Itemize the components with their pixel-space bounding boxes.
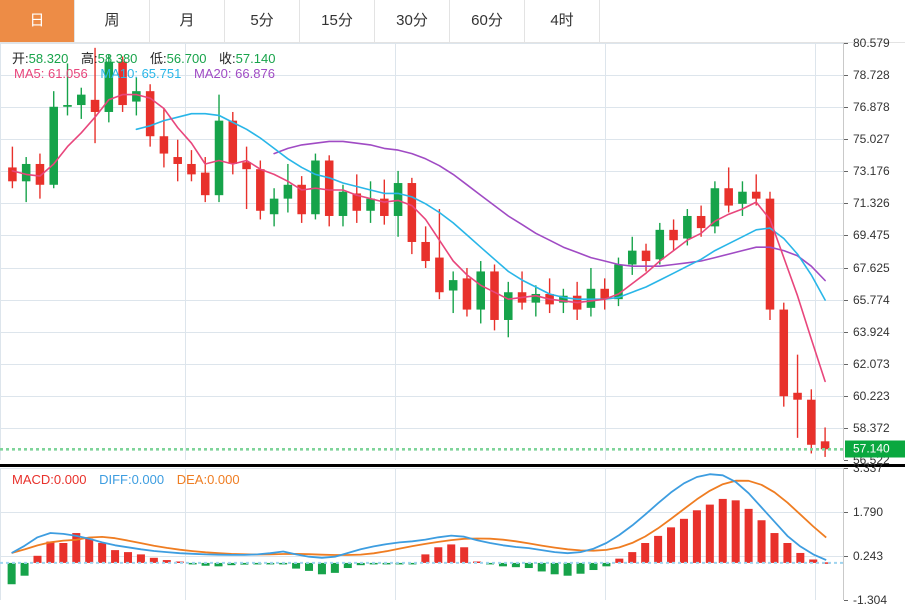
price-axis-tick [844,427,848,429]
price-axis-tick [844,331,848,333]
open-value: 58.320 [28,51,69,66]
price-axis: 80.579 78.728 76.878 75.027 73.176 71.326 69.4… [843,36,905,467]
close-value: 57.140 [235,51,276,66]
price-axis-tick [844,363,848,365]
macd-axis-label: 1.790 [853,505,884,519]
tab-15min[interactable]: 15分 [300,0,375,42]
price-axis-tick [844,43,848,44]
price-axis-tick [844,395,848,397]
diff-value: 0.000 [131,472,165,487]
macd-axis-tick [844,512,848,513]
price-axis-tick [844,139,848,141]
price-axis-tick [844,203,848,205]
price-axis-label: 69.475 [853,228,890,243]
price-axis-tick [844,267,848,269]
panel-separator [0,464,905,467]
price-axis-label: 73.176 [853,164,890,179]
macd-chart-canvas [0,468,843,600]
price-axis-label: 80.579 [853,36,890,50]
tab-month[interactable]: 月 [150,0,225,42]
macd-axis-label: -1.304 [853,593,888,607]
low-label: 低: [150,51,167,66]
macd-readout: MACD:0.000 DIFF:0.000 DEA:0.000 [12,472,240,487]
price-axis-tick [844,235,848,237]
high-label: 高: [81,51,98,66]
price-axis-label: 78.728 [853,68,890,83]
price-axis-tick [844,171,848,173]
price-axis-label: 65.774 [853,292,890,307]
dea-value: 0.000 [207,472,240,487]
open-label: 开: [12,51,29,66]
macd-axis-tick [844,556,848,557]
price-axis-tick [844,460,848,461]
ma20-label: MA20: [193,66,232,81]
price-axis-tick [844,299,848,301]
tab-5min[interactable]: 5分 [225,0,300,42]
macd-chart[interactable] [0,468,843,600]
price-axis-label: 75.027 [853,132,890,147]
macd-axis-tick [844,600,848,601]
dea-label: DEA: [176,472,208,487]
price-axis-label: 58.372 [853,420,890,435]
current-price-badge: 57.140 [845,440,905,458]
ma10-value: 65.751 [141,66,182,81]
macd-axis-tick [844,468,848,469]
tab-week[interactable]: 周 [75,0,150,42]
price-axis-tick [844,75,848,77]
ma5-label: MA5: [14,66,45,81]
low-value: 56.700 [166,51,207,66]
high-value: 58.380 [97,51,138,66]
tabbar-filler [600,0,905,42]
macd-label: MACD: [12,472,54,487]
tab-day[interactable]: 日 [0,0,75,42]
price-axis-label: 62.073 [853,356,890,371]
diff-label: DIFF: [99,472,132,487]
ma10-label: MA10: [100,66,138,81]
tab-4hour[interactable]: 4时 [525,0,600,42]
price-axis-label: 76.878 [853,100,890,115]
price-chart-canvas [0,43,843,460]
macd-axis: 3.337 1.790 0.243 -1.304 [843,461,905,607]
price-axis-label: 71.326 [853,196,890,211]
price-axis-label: 67.625 [853,260,890,275]
macd-axis-label: 0.243 [853,549,884,563]
price-axis-label: 60.223 [853,388,890,403]
close-label: 收: [219,51,236,66]
price-axis-tick [844,107,848,109]
macd-axis-label: 3.337 [853,461,884,475]
timeframe-tabbar: 日 周 月 5分 15分 30分 60分 4时 [0,0,905,43]
moving-average-readout: MA5: 61.056 MA10: 65.751 MA20: 66.876 [14,66,275,81]
macd-value: 0.000 [53,472,87,487]
price-chart[interactable] [0,43,843,460]
price-axis-label: 63.924 [853,324,890,339]
ma5-value: 61.056 [47,66,88,81]
tab-60min[interactable]: 60分 [450,0,525,42]
ohlc-readout: 开:58.320 高:58.380 低:56.700 收:57.140 [12,48,275,67]
tab-30min[interactable]: 30分 [375,0,450,42]
ma20-value: 66.876 [235,66,275,81]
